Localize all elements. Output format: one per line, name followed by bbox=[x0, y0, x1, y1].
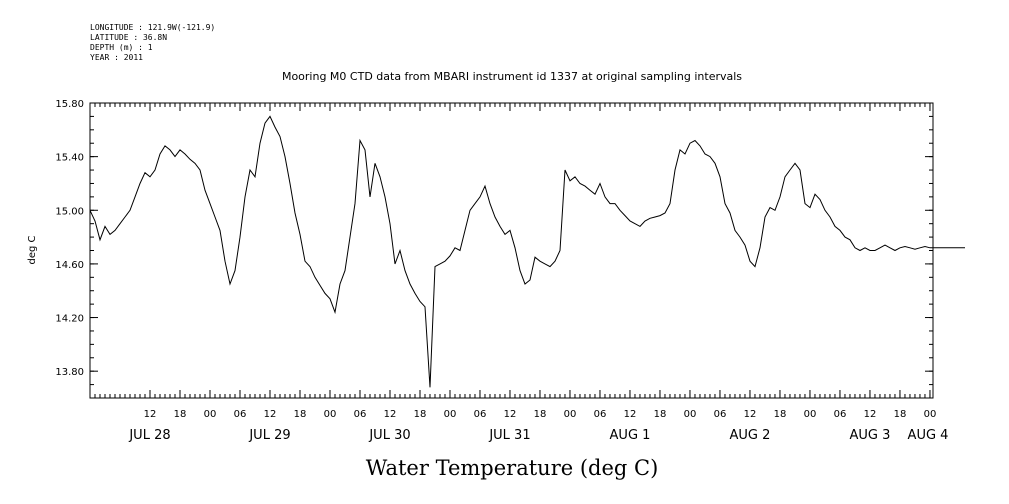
x-tick-label: 12 bbox=[744, 409, 757, 420]
depth-text: DEPTH (m) : 1 bbox=[90, 43, 153, 52]
x-axis-title: Water Temperature (deg C) bbox=[366, 456, 659, 480]
x-day-label: JUL 30 bbox=[368, 428, 410, 443]
x-tick-label: 00 bbox=[564, 409, 577, 420]
x-day-label: JUL 29 bbox=[248, 428, 290, 443]
x-tick-label: 12 bbox=[264, 409, 277, 420]
x-tick-label: 06 bbox=[834, 409, 847, 420]
series-group bbox=[89, 115, 965, 388]
x-day-label: JUL 28 bbox=[128, 428, 170, 443]
x-tick-label: 18 bbox=[414, 409, 427, 420]
x-tick-label: 00 bbox=[684, 409, 697, 420]
x-tick-label: 18 bbox=[294, 409, 307, 420]
x-tick-label: 12 bbox=[384, 409, 397, 420]
x-tick-label: 18 bbox=[774, 409, 787, 420]
chart-title: Mooring M0 CTD data from MBARI instrumen… bbox=[282, 70, 742, 83]
y-axis: 15.80 15.40 15.00 14.60 14.20 13.80 bbox=[55, 99, 933, 399]
x-tick-label: 18 bbox=[174, 409, 187, 420]
y-tick-label: 14.20 bbox=[55, 314, 84, 325]
x-tick-label: 18 bbox=[894, 409, 907, 420]
x-day-label: AUG 2 bbox=[730, 428, 771, 443]
y-tick-label: 14.60 bbox=[55, 260, 84, 271]
x-tick-label: 06 bbox=[474, 409, 487, 420]
x-tick-label: 18 bbox=[534, 409, 547, 420]
x-tick-label: 00 bbox=[324, 409, 337, 420]
x-tick-label: 06 bbox=[354, 409, 367, 420]
temperature-series-line bbox=[89, 115, 965, 388]
x-tick-label: 00 bbox=[804, 409, 817, 420]
x-tick-label: 06 bbox=[714, 409, 727, 420]
x-tick-label: 06 bbox=[594, 409, 607, 420]
x-tick-label: 00 bbox=[924, 409, 937, 420]
y-tick-label: 15.80 bbox=[55, 99, 84, 110]
x-tick-label: 12 bbox=[864, 409, 877, 420]
x-day-label: AUG 3 bbox=[850, 428, 891, 443]
x-tick-label: 12 bbox=[624, 409, 637, 420]
x-tick-label: 18 bbox=[654, 409, 667, 420]
x-day-label: AUG 1 bbox=[610, 428, 651, 443]
y-tick-label: 13.80 bbox=[55, 367, 84, 378]
plot-frame bbox=[89, 102, 934, 399]
y-tick-label: 15.40 bbox=[55, 153, 84, 164]
x-tick-label: 06 bbox=[234, 409, 247, 420]
latitude-text: LATITUDE : 36.8N bbox=[90, 33, 167, 42]
y-axis-label: deg C bbox=[27, 235, 38, 264]
x-tick-label: 00 bbox=[444, 409, 457, 420]
longitude-text: LONGITUDE : 121.9W(-121.9) bbox=[90, 23, 215, 32]
year-text: YEAR : 2011 bbox=[90, 53, 143, 62]
x-day-label: AUG 4 bbox=[908, 428, 949, 443]
x-tick-label: 12 bbox=[504, 409, 517, 420]
y-tick-label: 15.00 bbox=[55, 206, 84, 217]
x-tick-label: 00 bbox=[204, 409, 217, 420]
x-tick-label: 12 bbox=[144, 409, 157, 420]
x-axis: 12 18 00 06 12 18 00 06 12 18 00 06 12 18 00 06 12 18 00 06… bbox=[89, 103, 949, 443]
x-day-label: JUL 31 bbox=[488, 428, 530, 443]
